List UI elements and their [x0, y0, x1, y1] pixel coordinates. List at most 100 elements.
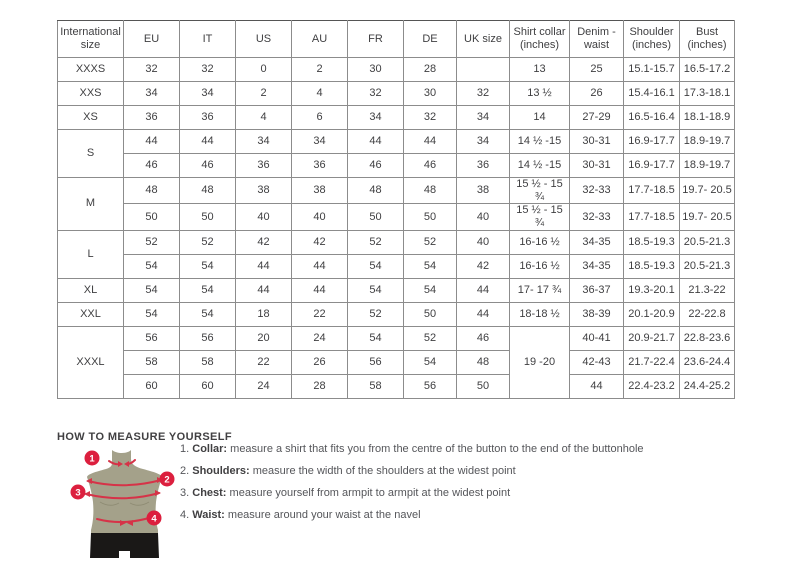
table-cell: 44 [123, 129, 180, 154]
measurement-figure: 1 2 3 4 [64, 447, 184, 564]
table-cell: 24.4-25.2 [679, 373, 735, 399]
table-cell: 56 [347, 349, 404, 375]
step-text: measure around your waist at the navel [227, 509, 421, 521]
table-cell: 50 [179, 203, 236, 231]
table-cell: 52 [403, 229, 457, 255]
table-cell: 58 [179, 349, 236, 375]
column-header: FR [347, 20, 404, 58]
table-cell: 32 [123, 57, 180, 82]
table-cell: 42 [291, 229, 348, 255]
table-cell: 13 [509, 57, 570, 82]
table-cell: 17.7-18.5 [623, 176, 680, 205]
table-cell: 18 [235, 301, 292, 327]
table-cell: 18.1-18.9 [679, 105, 735, 130]
table-row: XL 54 54 44 44 54 54 44 17- 17 ¾ 36-37 19.3-20.1 21… [57, 277, 735, 303]
table-cell: 14 [509, 105, 570, 130]
table-cell: 23.6-24.4 [679, 349, 735, 375]
column-header: DE [403, 20, 457, 58]
figure-badge-1-number: 1 [89, 454, 95, 465]
column-header: EU [123, 20, 180, 58]
shoulder-measure-arc [87, 479, 162, 487]
table-cell: 50 [403, 203, 457, 231]
table-cell: 52 [123, 229, 180, 255]
table-cell: 60 [123, 373, 180, 399]
figure-badge-3 [70, 484, 86, 500]
size-label-cell: XXXS [57, 57, 124, 82]
column-header: International size [57, 20, 124, 58]
step-label: Waist: [192, 509, 225, 521]
table-cell: 44 [403, 129, 457, 154]
table-header-row: International size EU IT US AU FR DE UK size Shi… [57, 20, 735, 58]
column-header: US [235, 20, 292, 58]
table-cell: 15 ½ - 15 ¾ [509, 176, 570, 205]
table-cell: 14 ½ -15 [509, 129, 570, 154]
table-cell: 56 [123, 325, 180, 351]
table-cell: 54 [179, 253, 236, 279]
table-row: 58 58 22 26 56 54 48 42-43 21.7-22.4 23.6-24.4 [58, 349, 735, 375]
step-label: Collar: [192, 443, 228, 455]
table-cell: 2 [235, 81, 292, 106]
table-cell: 34 [179, 81, 236, 106]
size-label-cell: XXXL [57, 325, 124, 399]
table-cell: 28 [291, 373, 348, 399]
step-number: 1. [180, 443, 190, 455]
measure-step-1: 1. Collar: measure a shirt that fits you… [180, 444, 780, 455]
table-cell: 46 [179, 153, 236, 178]
step-number: 3. [180, 487, 190, 499]
table-cell: 32 [456, 81, 510, 106]
size-label-cell: L [57, 229, 124, 279]
column-header: Denim - waist [569, 20, 624, 58]
table-cell: 34 [291, 129, 348, 154]
table-cell [456, 57, 510, 82]
table-cell: 44 [291, 277, 348, 303]
table-cell: 17.7-18.5 [623, 203, 680, 231]
table-cell: 20.9-21.7 [623, 325, 680, 351]
table-cell: 44 [456, 301, 510, 327]
table-cell: 40 [456, 229, 510, 255]
table-cell: 20 [235, 325, 292, 351]
table-cell: 36 [291, 153, 348, 178]
table-cell: 28 [403, 57, 457, 82]
table-cell: 19.7- 20.5 [679, 176, 735, 205]
table-cell: 54 [347, 325, 404, 351]
table-cell: 44 [569, 373, 624, 399]
table-cell: 34 [123, 81, 180, 106]
table-cell: 16-16 ½ [509, 253, 570, 279]
table-cell: 15 ½ - 15 ¾ [509, 203, 570, 231]
table-cell: 0 [235, 57, 292, 82]
table-cell: 22.8-23.6 [679, 325, 735, 351]
chest-contour [99, 501, 150, 506]
measure-step-3: 3. Chest: measure yourself from armpit t… [180, 488, 780, 499]
table-cell: 38 [456, 176, 510, 205]
table-cell: 34 [235, 129, 292, 154]
figure-badge-3-number: 3 [75, 488, 80, 499]
table-cell: 16.9-17.7 [623, 129, 680, 154]
table-cell: 46 [123, 153, 180, 178]
table-cell: 54 [123, 277, 180, 303]
step-number: 4. [180, 509, 190, 521]
table-cell: 19.3-20.1 [623, 277, 680, 303]
measure-step-4: 4. Waist: measure around your waist at t… [180, 510, 780, 521]
step-label: Shoulders: [192, 465, 250, 477]
table-cell: 52 [403, 325, 457, 351]
table-cell: 18.9-19.7 [679, 129, 735, 154]
table-cell: 44 [456, 277, 510, 303]
table-cell: 38 [291, 176, 348, 205]
table-cell: 30 [347, 57, 404, 82]
table-cell: 52 [347, 301, 404, 327]
table-cell: 54 [403, 349, 457, 375]
table-row: 50 50 40 40 50 50 40 15 ½ - 15 ¾ 32-33 17.7-18.5 1… [58, 203, 735, 231]
table-cell: 34 [456, 129, 510, 154]
column-header: Bust (inches) [679, 20, 735, 58]
table-cell: 30-31 [569, 153, 624, 178]
table-cell: 44 [235, 277, 292, 303]
table-cell: 32 [403, 105, 457, 130]
table-cell: 20.5-21.3 [679, 229, 735, 255]
table-cell: 30 [403, 81, 457, 106]
size-label-cell: XL [57, 277, 124, 303]
table-cell: 16-16 ½ [509, 229, 570, 255]
table-row: XXL 54 54 18 22 52 50 44 18-18 ½ 38-39 20.1-20.9 22… [57, 301, 735, 327]
size-label-cell: XXL [57, 301, 124, 327]
table-cell: 48 [179, 176, 236, 205]
table-cell: 50 [123, 203, 180, 231]
